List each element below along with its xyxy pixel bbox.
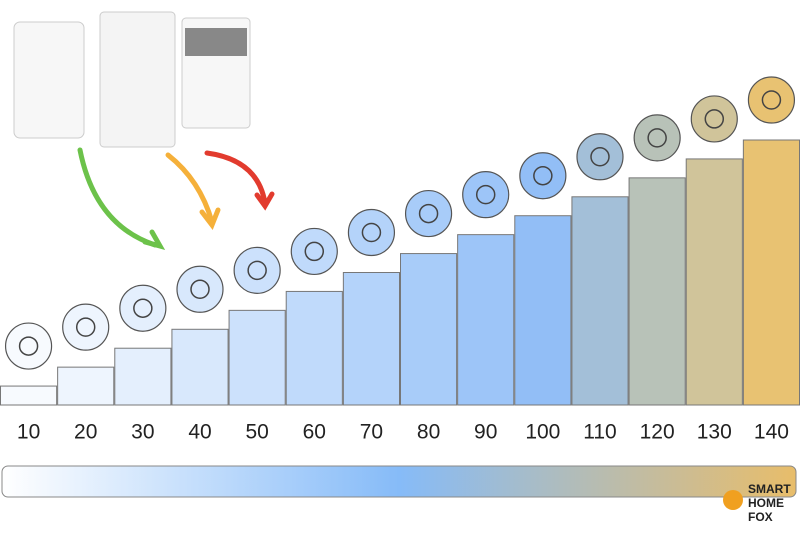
noise-icon-glyph xyxy=(418,203,439,224)
x-tick-label: 30 xyxy=(131,421,154,444)
arrow-head xyxy=(254,191,275,211)
noise-icon xyxy=(576,133,624,181)
noise-icon xyxy=(690,95,738,143)
logo-icon xyxy=(723,490,743,510)
noise-icon-glyph xyxy=(533,165,553,186)
x-tick-label: 100 xyxy=(525,421,560,444)
bar xyxy=(0,385,58,406)
x-tick-label: 50 xyxy=(245,421,268,444)
x-tick-label: 110 xyxy=(583,421,616,444)
noise-icon xyxy=(62,303,110,351)
x-tick-label: 130 xyxy=(697,421,732,444)
noise-icon-glyph xyxy=(133,298,153,318)
bar xyxy=(571,196,629,406)
noise-icon xyxy=(233,246,281,294)
x-tick-label: 120 xyxy=(640,421,675,444)
noise-icon xyxy=(404,189,453,238)
loudness-scale xyxy=(1,465,797,498)
bar xyxy=(514,215,572,406)
noise-icon xyxy=(633,114,681,162)
noise-icon xyxy=(119,284,167,332)
arrow xyxy=(77,147,158,248)
x-tick-label: 60 xyxy=(303,421,326,444)
x-tick-label: 10 xyxy=(17,421,40,444)
noise-icon xyxy=(347,208,396,257)
noise-icon xyxy=(462,171,510,219)
logo-text: SMART xyxy=(748,482,791,496)
arrow-head xyxy=(199,207,221,231)
noise-icon-glyph xyxy=(704,109,725,129)
logo-text: FOX xyxy=(748,510,773,524)
x-tick-label: 90 xyxy=(474,421,497,444)
bar xyxy=(228,309,286,406)
ac-unit xyxy=(13,21,85,139)
x-tick-label: 40 xyxy=(188,421,211,444)
logo xyxy=(723,490,743,510)
noise-icon-glyph xyxy=(761,90,782,110)
noise-icon-glyph xyxy=(361,222,382,243)
noise-icon xyxy=(290,227,338,276)
bar xyxy=(285,290,343,406)
x-tick-label: 140 xyxy=(754,421,789,444)
bar xyxy=(400,253,458,406)
noise-icon-glyph xyxy=(190,279,210,300)
bar xyxy=(457,234,515,406)
bar xyxy=(57,366,115,406)
noise-icon-glyph xyxy=(475,184,496,205)
logo-text: HOME xyxy=(748,496,784,510)
arrow-head xyxy=(142,229,166,250)
noise-icon-glyph xyxy=(18,336,39,356)
arrows xyxy=(77,147,275,250)
bar xyxy=(742,139,800,406)
bar xyxy=(685,158,743,406)
ac-vent xyxy=(185,28,247,56)
bar xyxy=(342,272,401,406)
bar xyxy=(171,328,229,406)
x-tick-label: 20 xyxy=(74,421,97,444)
noise-icon xyxy=(519,152,567,200)
bar xyxy=(628,177,686,406)
ac-unit xyxy=(99,11,176,148)
noise-icon-glyph xyxy=(75,317,96,337)
noise-icon-glyph xyxy=(304,241,325,262)
noise-icon xyxy=(747,76,796,124)
noise-icon-glyph xyxy=(647,128,667,148)
noise-icon xyxy=(4,322,53,370)
arrow xyxy=(165,152,215,225)
bar xyxy=(114,347,172,406)
noise-icon-glyph xyxy=(247,260,267,281)
ac-units xyxy=(13,11,251,148)
x-tick-label: 80 xyxy=(417,421,440,444)
noise-icon xyxy=(176,265,224,313)
arrow xyxy=(204,150,268,206)
noise-icon-glyph xyxy=(590,147,610,167)
x-tick-label: 70 xyxy=(360,421,383,444)
